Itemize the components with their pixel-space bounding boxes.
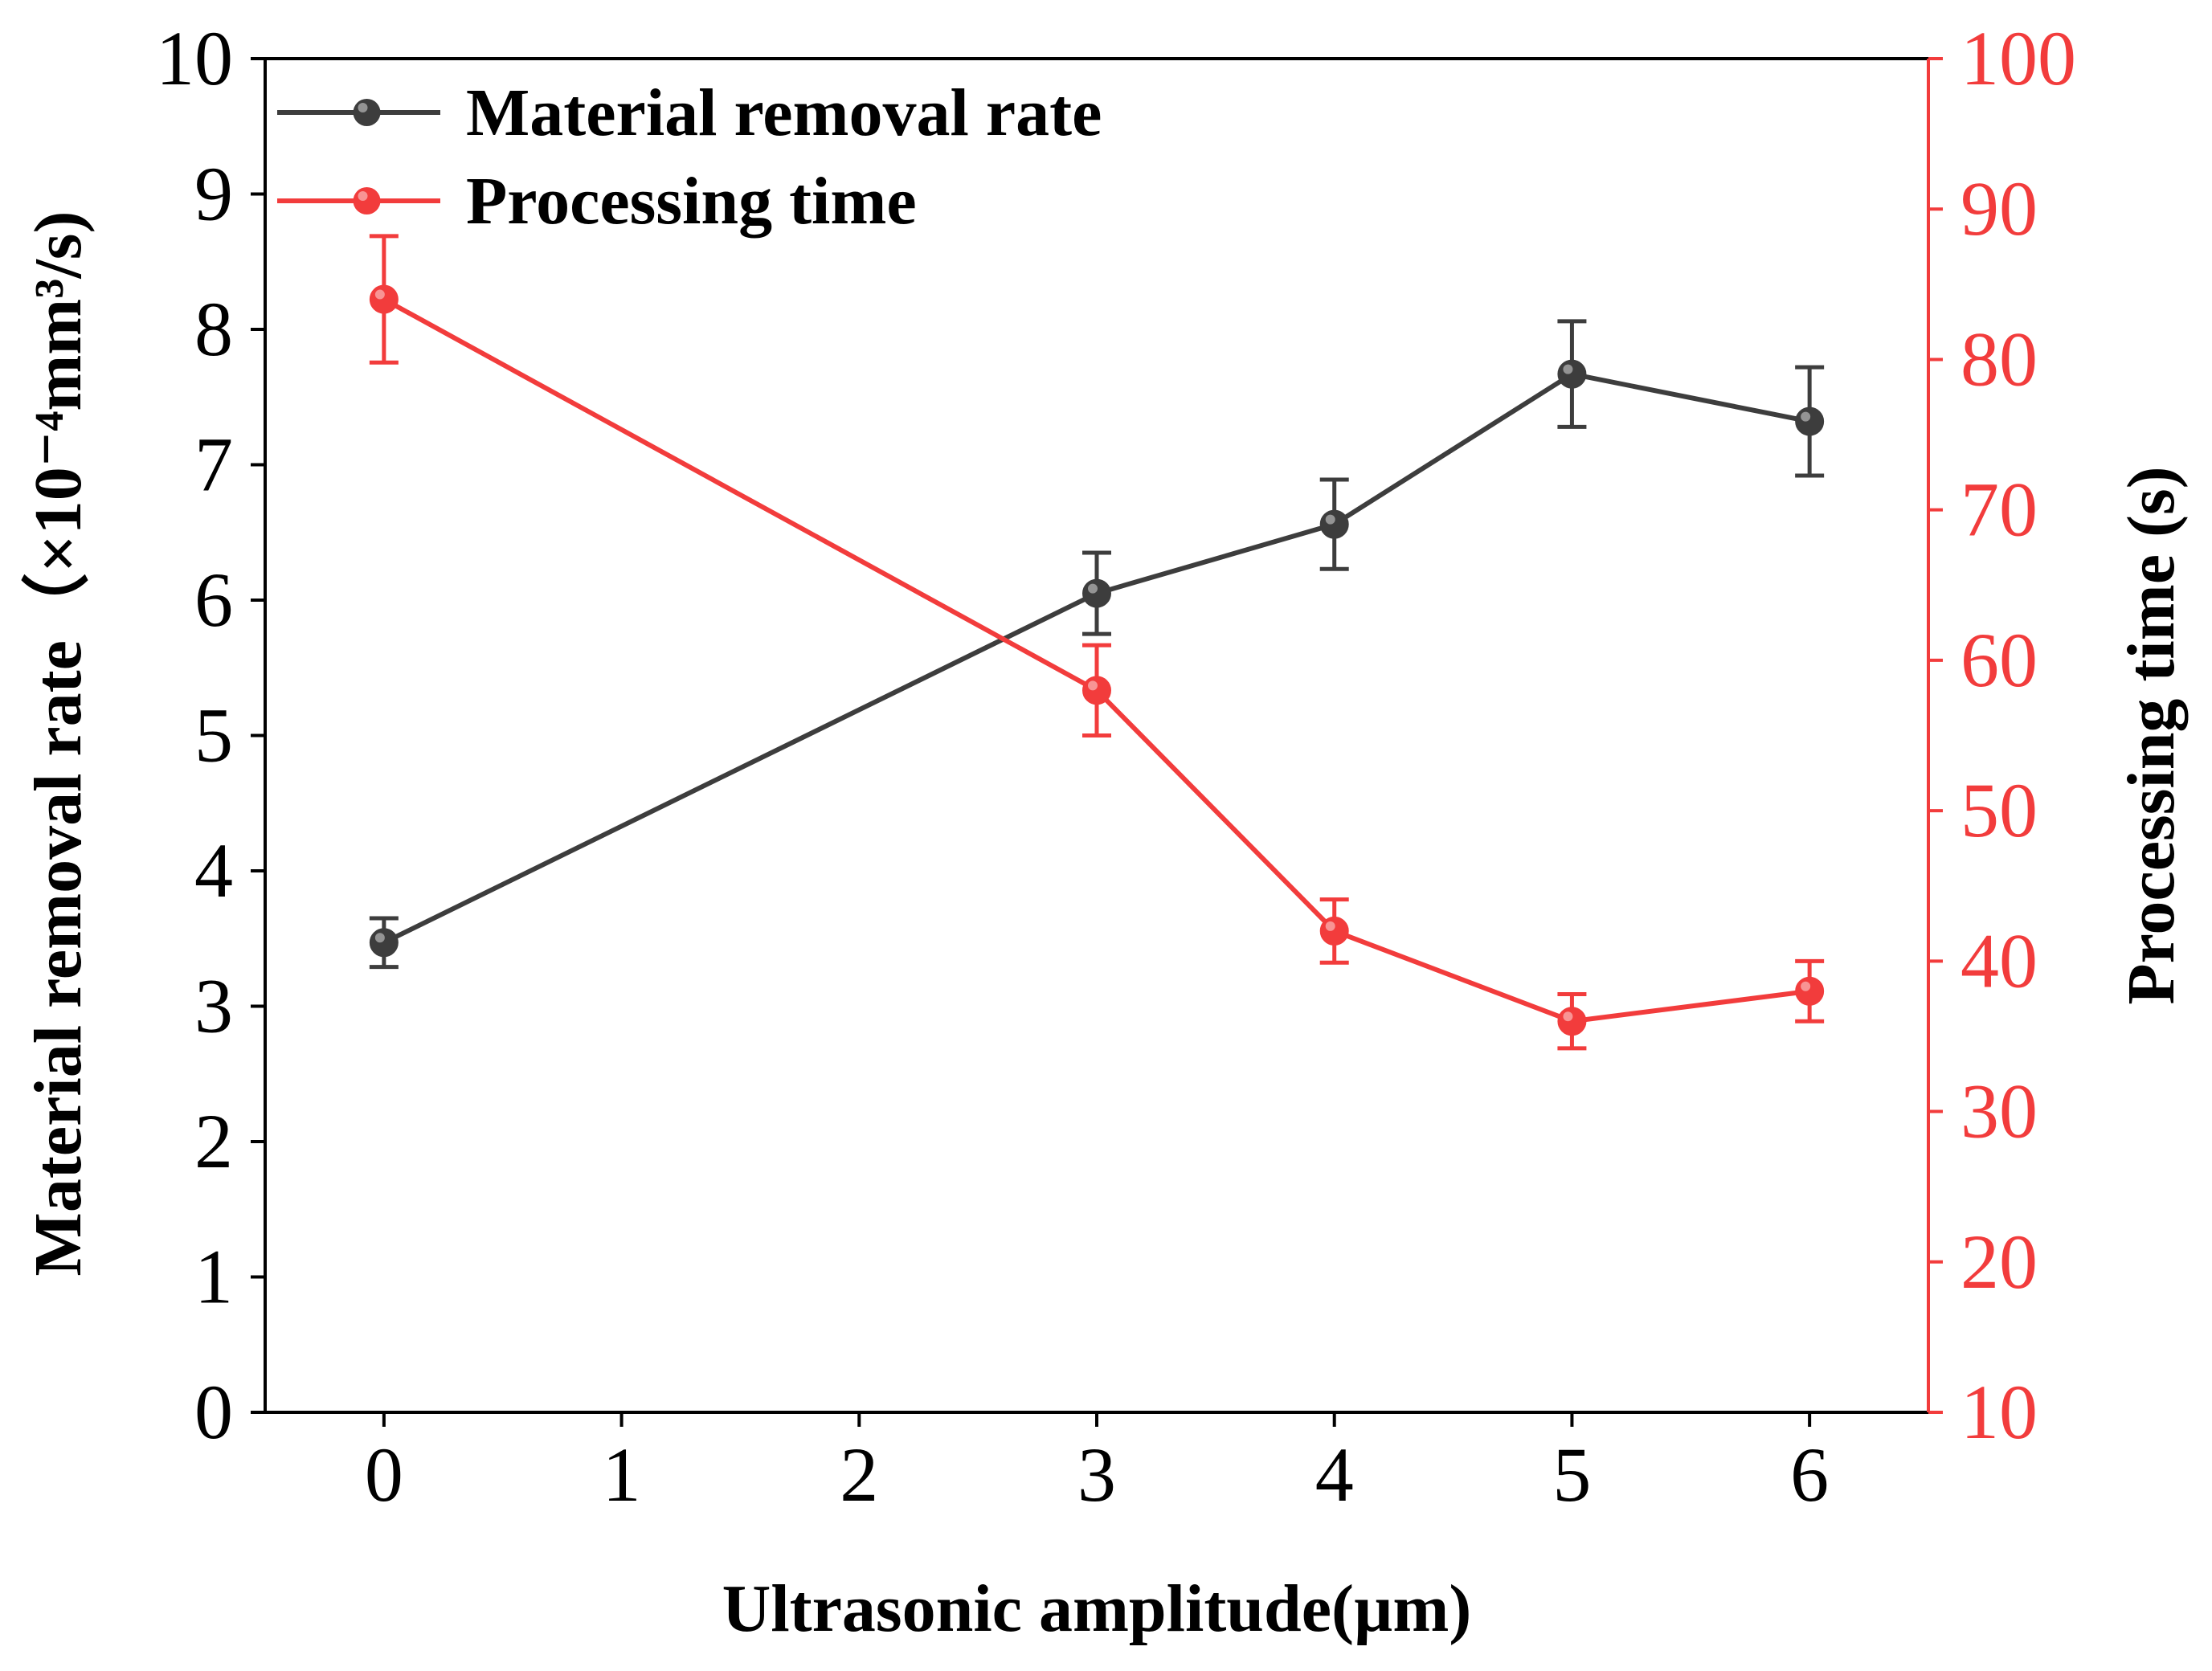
data-point-highlight <box>1563 1011 1573 1022</box>
left-y-tick-label: 3 <box>194 963 233 1049</box>
data-point <box>1319 509 1349 539</box>
data-point <box>1082 578 1111 608</box>
data-point-highlight <box>1325 514 1335 525</box>
left-y-tick-label: 4 <box>194 827 233 913</box>
data-point <box>369 284 399 314</box>
x-tick-label: 2 <box>840 1432 878 1518</box>
legend-marker <box>353 187 381 214</box>
right-y-tick-label: 10 <box>1961 1369 2038 1455</box>
left-y-tick-label: 2 <box>194 1098 233 1184</box>
series-material-removal-rate <box>369 319 1825 970</box>
x-tick-label: 3 <box>1077 1432 1116 1518</box>
x-axis-title: Ultrasonic amplitude(µm) <box>722 1571 1472 1646</box>
left-y-tick-label: 5 <box>194 693 233 778</box>
data-point <box>1557 359 1587 389</box>
data-point-highlight <box>1563 364 1573 374</box>
data-point <box>1795 407 1825 436</box>
left-y-tick-label: 1 <box>194 1234 233 1320</box>
legend-entry: Processing time <box>277 164 917 239</box>
data-point-highlight <box>1088 680 1098 691</box>
right-y-tick-label: 80 <box>1961 316 2038 402</box>
data-point-highlight <box>1088 583 1098 594</box>
right-y-tick-label: 60 <box>1961 617 2038 703</box>
data-point <box>1319 916 1349 946</box>
x-tick-label: 4 <box>1315 1432 1354 1518</box>
right-y-tick-label: 90 <box>1961 165 2038 251</box>
data-point <box>369 928 399 958</box>
right-y-axis-title: Processing time (s) <box>2114 466 2189 1004</box>
left-y-tick-label: 9 <box>194 151 233 237</box>
x-tick-label: 6 <box>1790 1432 1829 1518</box>
x-tick-label: 1 <box>603 1432 641 1518</box>
data-point <box>1795 976 1825 1006</box>
left-y-tick-label: 7 <box>194 422 233 508</box>
right-y-tick-label: 100 <box>1961 15 2076 101</box>
legend-marker-highlight <box>358 103 368 112</box>
data-point <box>1557 1007 1587 1036</box>
left-y-tick-label: 10 <box>156 15 233 101</box>
data-point-highlight <box>1325 921 1335 931</box>
legend-label: Processing time <box>466 164 917 239</box>
data-point-highlight <box>1801 411 1811 422</box>
right-y-tick-label: 20 <box>1961 1219 2038 1305</box>
data-point <box>1082 676 1111 705</box>
series-processing-time <box>369 234 1825 1051</box>
x-tick-label: 5 <box>1552 1432 1591 1518</box>
left-y-axis-title: Material removal rate（×10⁻⁴mm³/s) <box>21 211 96 1277</box>
right-y-tick-label: 40 <box>1961 917 2038 1003</box>
left-y-tick-label: 8 <box>194 286 233 372</box>
data-point-highlight <box>374 933 385 943</box>
right-y-tick-label: 30 <box>1961 1068 2038 1154</box>
left-y-tick-label: 6 <box>194 557 233 643</box>
left-y-tick-label: 0 <box>194 1369 233 1455</box>
data-point-highlight <box>374 289 385 300</box>
right-y-tick-label: 50 <box>1961 767 2038 853</box>
x-tick-label: 0 <box>365 1432 403 1518</box>
legend-marker-highlight <box>358 191 368 201</box>
right-y-tick-label: 70 <box>1961 467 2038 553</box>
legend-marker <box>353 99 381 126</box>
legend-entry: Material removal rate <box>277 76 1102 150</box>
legend-label: Material removal rate <box>466 76 1102 150</box>
data-point-highlight <box>1801 981 1811 991</box>
